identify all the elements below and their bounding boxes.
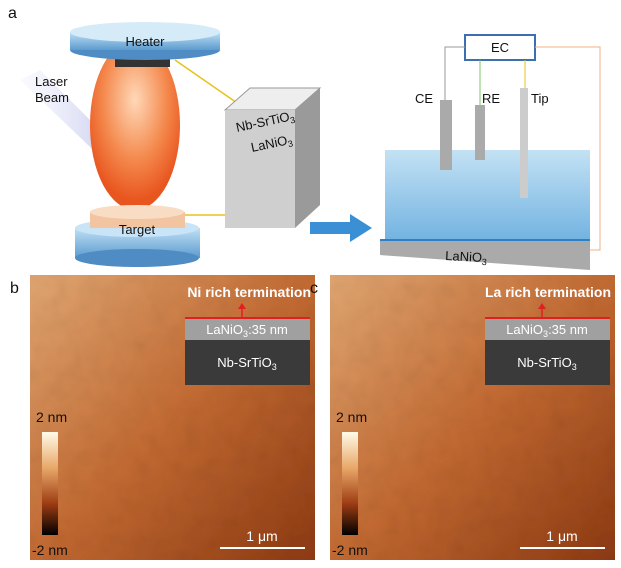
target-top — [90, 205, 184, 219]
scale-label: 1 μm — [546, 528, 577, 544]
red-arrowhead — [238, 303, 246, 309]
electrode-label: CE — [415, 91, 433, 106]
electrode — [520, 88, 528, 198]
laser-label: Laser Beam — [35, 74, 69, 105]
electrode-label: Tip — [531, 91, 549, 106]
substrate-label: Nb-SrTiO3 — [217, 355, 276, 372]
film-box — [185, 319, 310, 340]
colorbar-label: -2 nm — [332, 542, 368, 558]
wire — [535, 46, 601, 251]
heater-top — [70, 22, 220, 42]
film-label: LaNiO3:35 nm — [506, 322, 588, 339]
substrate-box — [185, 340, 310, 385]
electrolyte — [385, 150, 590, 240]
heater-label: Heater — [125, 34, 165, 49]
plume — [90, 40, 180, 210]
colorbar — [42, 432, 58, 535]
substrate-box — [485, 340, 610, 385]
colorbar-label: -2 nm — [32, 542, 68, 558]
crystal-front — [225, 110, 295, 228]
panel-title: La rich termination — [485, 284, 611, 300]
substrate-label: Nb-SrTiO3 — [517, 355, 576, 372]
afm-panel: b Ni rich termination LaNiO3:35 nm Nb-SrTiO… — [10, 275, 315, 560]
panel-title: Ni rich termination — [187, 284, 311, 300]
panel-a: a Heater Laser Beam Target Nb-SrTiO3 LaNi… — [8, 5, 601, 270]
controller-box — [464, 34, 536, 61]
zoom-line — [174, 59, 241, 106]
target-label: Target — [119, 222, 156, 237]
film-label: LaNiO3:35 nm — [206, 322, 288, 339]
crystal-layer: LaNiO3 — [250, 132, 294, 157]
electrode-label: RE — [482, 91, 500, 106]
wire — [444, 46, 465, 120]
substrate-label: LaNiO3 — [445, 248, 488, 267]
scale-label: 1 μm — [246, 528, 277, 544]
electrode — [440, 100, 452, 170]
film-box — [485, 319, 610, 340]
panel-label: c — [310, 280, 318, 297]
colorbar — [342, 432, 358, 535]
panel-label: a — [8, 5, 17, 22]
panel-label: b — [10, 280, 19, 297]
stage-base — [75, 249, 199, 267]
controller-label: EC — [491, 40, 509, 55]
colorbar-label: 2 nm — [336, 409, 367, 425]
electrode — [475, 105, 485, 160]
arrow — [310, 214, 372, 242]
afm-panel: c La rich termination LaNiO3:35 nm Nb-SrTiO… — [310, 275, 615, 560]
colorbar-label: 2 nm — [36, 409, 67, 425]
crystal-side — [295, 88, 320, 228]
red-arrowhead — [538, 303, 546, 309]
substrate — [380, 240, 590, 270]
